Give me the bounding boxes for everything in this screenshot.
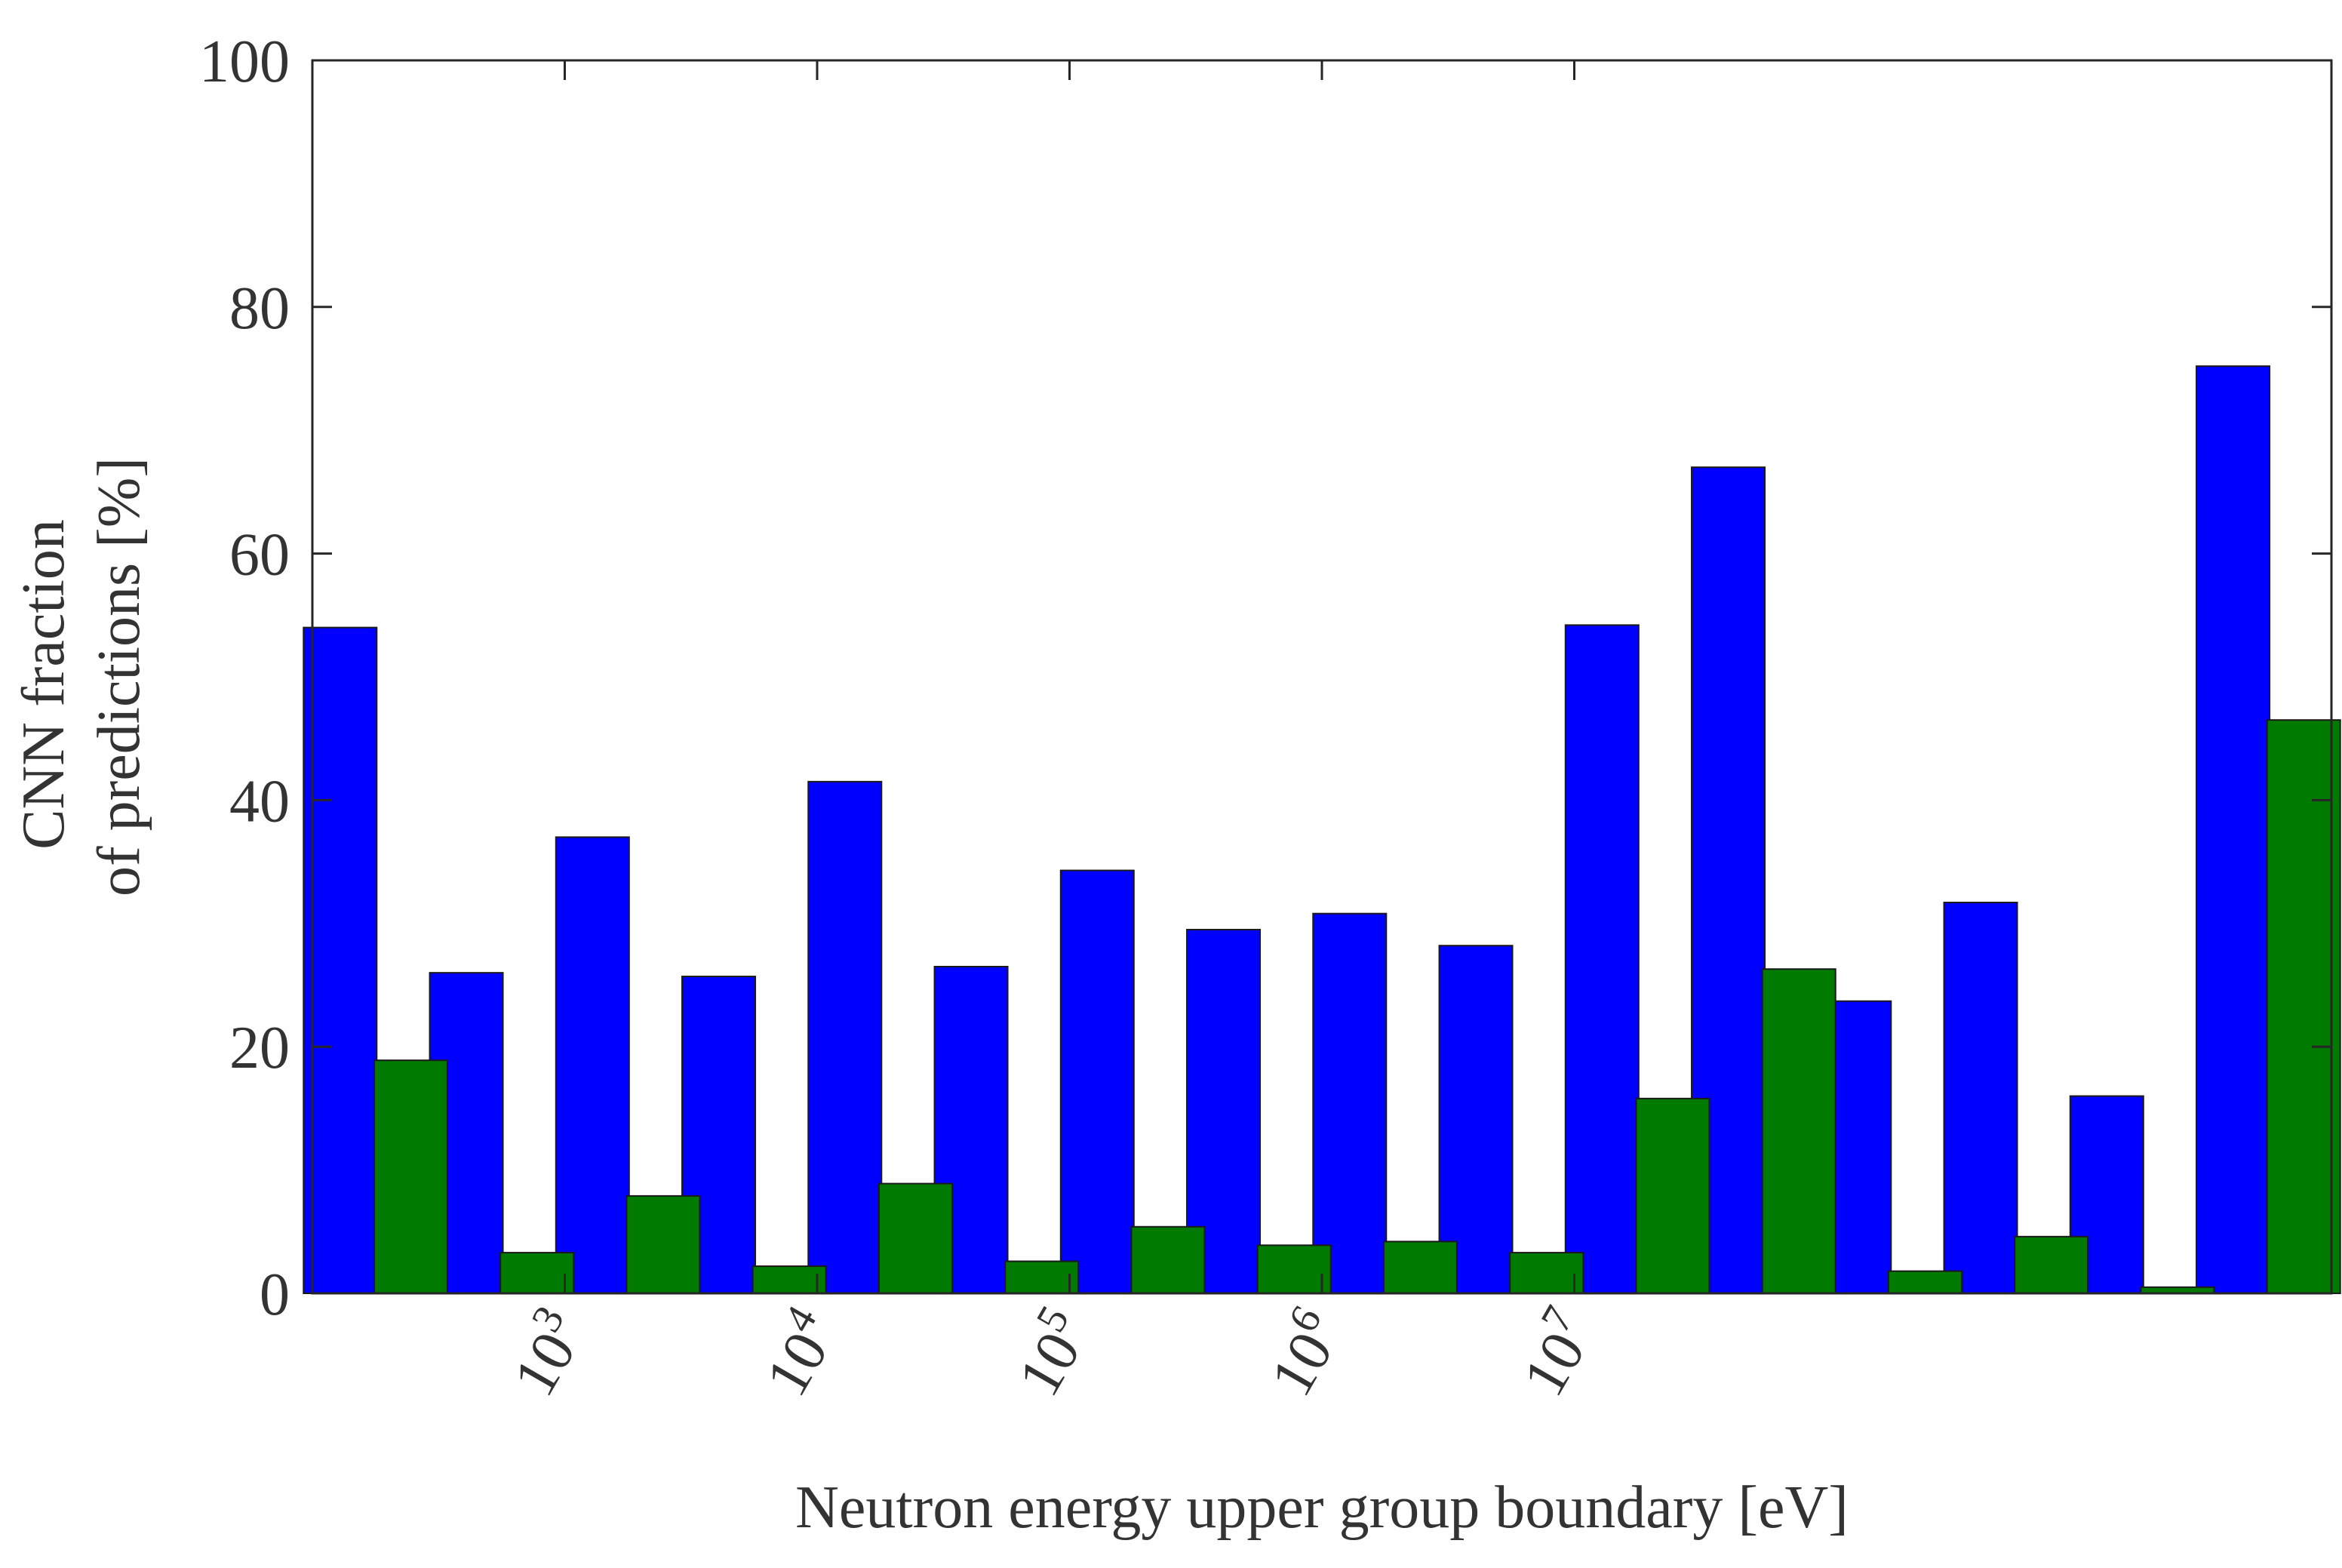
x-tick-label-base: 10 xyxy=(1511,1321,1598,1407)
bar-green-13 xyxy=(1887,1270,1962,1295)
x-tick-label-10-7: 107 xyxy=(1502,1299,1609,1407)
y-ticks: 0 20 40 60 80 100 xyxy=(199,29,2331,1328)
bar-green-5 xyxy=(877,1182,953,1294)
x-tick-label-base: 10 xyxy=(1006,1321,1093,1407)
x-tick-label-base: 10 xyxy=(1258,1321,1345,1407)
y-axis-label-line-2: of predictions [%] xyxy=(86,457,152,896)
y-tick-label-0: 0 xyxy=(260,1262,290,1328)
y-tick-label-100: 100 xyxy=(199,29,290,95)
bar-blue-14 xyxy=(1943,902,2018,1294)
bar-blue-8 xyxy=(1186,928,1262,1294)
bar-blue-16 xyxy=(2196,365,2271,1294)
bar-green-10 xyxy=(1509,1252,1584,1295)
bar-green-1 xyxy=(373,1059,448,1294)
bar-blue-3 xyxy=(555,836,630,1295)
bar-green-8 xyxy=(1256,1244,1332,1295)
bar-blue-1 xyxy=(303,626,378,1294)
bar-green-3 xyxy=(625,1194,701,1294)
bar-blue-10 xyxy=(1438,945,1514,1295)
bar-green-4 xyxy=(751,1265,827,1295)
bar-blue-5 xyxy=(807,780,883,1294)
y-tick-label-20: 20 xyxy=(229,1015,290,1081)
x-tick-label-10-6: 106 xyxy=(1249,1299,1356,1407)
bar-blue-11 xyxy=(1564,624,1640,1294)
y-axis-label: CNN fraction of predictions [%] xyxy=(11,457,152,896)
y-axis-label-line-1: CNN fraction xyxy=(11,519,77,850)
x-tick-label-10-5: 105 xyxy=(997,1299,1104,1407)
x-tick-label-base: 10 xyxy=(501,1321,589,1407)
x-tick-label-10-4: 104 xyxy=(745,1299,851,1407)
bar-blue-7 xyxy=(1059,869,1135,1294)
bars xyxy=(303,365,2341,1295)
y-tick-label-60: 60 xyxy=(229,522,290,589)
y-tick-label-80: 80 xyxy=(229,275,290,342)
x-tick-label-10-3: 103 xyxy=(493,1299,599,1407)
x-axis-label: Neutron energy upper group boundary [eV] xyxy=(795,1474,1849,1541)
bar-green-12 xyxy=(1761,968,1836,1295)
bar-green-16 xyxy=(2266,719,2341,1294)
bar-blue-9 xyxy=(1312,912,1388,1295)
bar-green-2 xyxy=(499,1252,575,1295)
bar-green-11 xyxy=(1635,1097,1710,1294)
y-tick-label-40: 40 xyxy=(229,768,290,835)
bar-green-14 xyxy=(2014,1235,2089,1295)
bar-green-7 xyxy=(1130,1225,1206,1295)
bar-green-9 xyxy=(1382,1241,1458,1294)
bar-green-6 xyxy=(1004,1260,1080,1294)
x-tick-label-base: 10 xyxy=(753,1321,841,1407)
